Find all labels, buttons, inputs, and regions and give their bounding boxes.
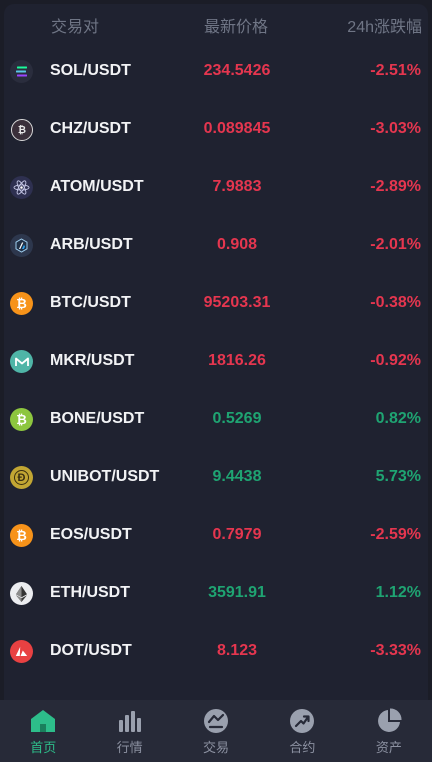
change-24h: -2.01% <box>370 236 421 253</box>
tab-market[interactable]: 行情 <box>86 700 172 762</box>
tab-trade[interactable]: 交易 <box>173 700 259 762</box>
change-24h: 0.82% <box>375 410 421 427</box>
market-row-unibot[interactable]: Đ UNIBOT/USDT 9.4438 5.73% <box>0 449 432 507</box>
header-pair-label: 交易对 <box>51 19 100 36</box>
change-24h: -0.92% <box>370 352 421 369</box>
market-row-bone[interactable]: ₿ BONE/USDT 0.5269 0.82% <box>0 391 432 449</box>
change-24h: 1.12% <box>375 584 421 601</box>
tab-contract-label: 合约 <box>289 740 316 755</box>
list-header: 交易对 最新价格 24h涨跌幅 <box>0 0 432 44</box>
pair-name: CHZ/USDT <box>50 120 131 137</box>
latest-price: 0.7979 <box>212 526 262 543</box>
pair-name: ETH/USDT <box>50 584 130 601</box>
tab-home[interactable]: 首页 <box>0 700 86 762</box>
chz-icon: ₿ <box>11 119 33 141</box>
tab-home-label: 首页 <box>30 740 57 755</box>
trade-icon <box>203 708 229 734</box>
market-bars-icon <box>117 708 143 734</box>
market-row-arb[interactable]: ARB/USDT 0.908 -2.01% <box>0 217 432 275</box>
latest-price: 234.5426 <box>203 62 271 79</box>
home-icon <box>30 708 56 734</box>
pair-name: ARB/USDT <box>50 236 133 253</box>
eos-icon: ₿ <box>10 524 33 547</box>
latest-price: 95203.31 <box>203 294 271 311</box>
tab-contract[interactable]: 合约 <box>259 700 345 762</box>
change-24h: -3.03% <box>370 120 421 137</box>
market-row-sol[interactable]: SOL/USDT 234.5426 -2.51% <box>0 43 432 101</box>
tab-assets[interactable]: 资产 <box>346 700 432 762</box>
latest-price: 0.908 <box>216 236 258 253</box>
btc-icon: ₿ <box>10 292 33 315</box>
change-24h: -2.59% <box>370 526 421 543</box>
latest-price: 0.5269 <box>212 410 262 427</box>
pair-name: DOT/USDT <box>50 642 132 659</box>
pair-name: MKR/USDT <box>50 352 135 369</box>
mkr-icon <box>10 350 33 373</box>
market-row-atom[interactable]: ATOM/USDT 7.9883 -2.89% <box>0 159 432 217</box>
header-change-label: 24h涨跌幅 <box>347 19 422 36</box>
market-row-eth[interactable]: ETH/USDT 3591.91 1.12% <box>0 565 432 623</box>
latest-price: 7.9883 <box>212 178 262 195</box>
market-row-dot[interactable]: DOT/USDT 8.123 -3.33% <box>0 623 432 681</box>
latest-price: 0.089845 <box>203 120 271 137</box>
arb-icon <box>10 234 33 257</box>
change-24h: -2.89% <box>370 178 421 195</box>
market-list: SOL/USDT 234.5426 -2.51% ₿ CHZ/USDT 0.08… <box>0 43 432 681</box>
pair-name: BONE/USDT <box>50 410 145 427</box>
tab-assets-label: 资产 <box>375 740 402 755</box>
pair-name: BTC/USDT <box>50 294 131 311</box>
header-price-label: 最新价格 <box>204 19 269 36</box>
bone-icon: ₿ <box>10 408 33 431</box>
dot-icon <box>10 640 33 663</box>
atom-icon <box>10 176 33 199</box>
latest-price: 1816.26 <box>208 352 266 369</box>
eth-icon <box>10 582 33 605</box>
latest-price: 3591.91 <box>208 584 266 601</box>
change-24h: -0.38% <box>370 294 421 311</box>
assets-pie-icon <box>376 708 402 734</box>
pair-name: ATOM/USDT <box>50 178 144 195</box>
change-24h: -3.33% <box>370 642 421 659</box>
market-row-chz[interactable]: ₿ CHZ/USDT 0.089845 -3.03% <box>0 101 432 159</box>
change-24h: -2.51% <box>370 62 421 79</box>
sol-icon <box>10 60 33 83</box>
market-row-eos[interactable]: ₿ EOS/USDT 0.7979 -2.59% <box>0 507 432 565</box>
tab-market-label: 行情 <box>116 740 143 755</box>
tab-trade-label: 交易 <box>203 740 230 755</box>
market-list-panel <box>4 4 428 704</box>
market-row-btc[interactable]: ₿ BTC/USDT 95203.31 -0.38% <box>0 275 432 333</box>
market-row-mkr[interactable]: MKR/USDT 1816.26 -0.92% <box>0 333 432 391</box>
unibot-icon: Đ <box>10 466 33 489</box>
pair-name: SOL/USDT <box>50 62 131 79</box>
contract-trend-icon <box>289 708 315 734</box>
latest-price: 9.4438 <box>212 468 262 485</box>
latest-price: 8.123 <box>216 642 258 659</box>
pair-name: EOS/USDT <box>50 526 132 543</box>
pair-name: UNIBOT/USDT <box>50 468 160 485</box>
change-24h: 5.73% <box>375 468 421 485</box>
bottom-tab-bar: 首页 行情 交易 <box>0 700 432 762</box>
